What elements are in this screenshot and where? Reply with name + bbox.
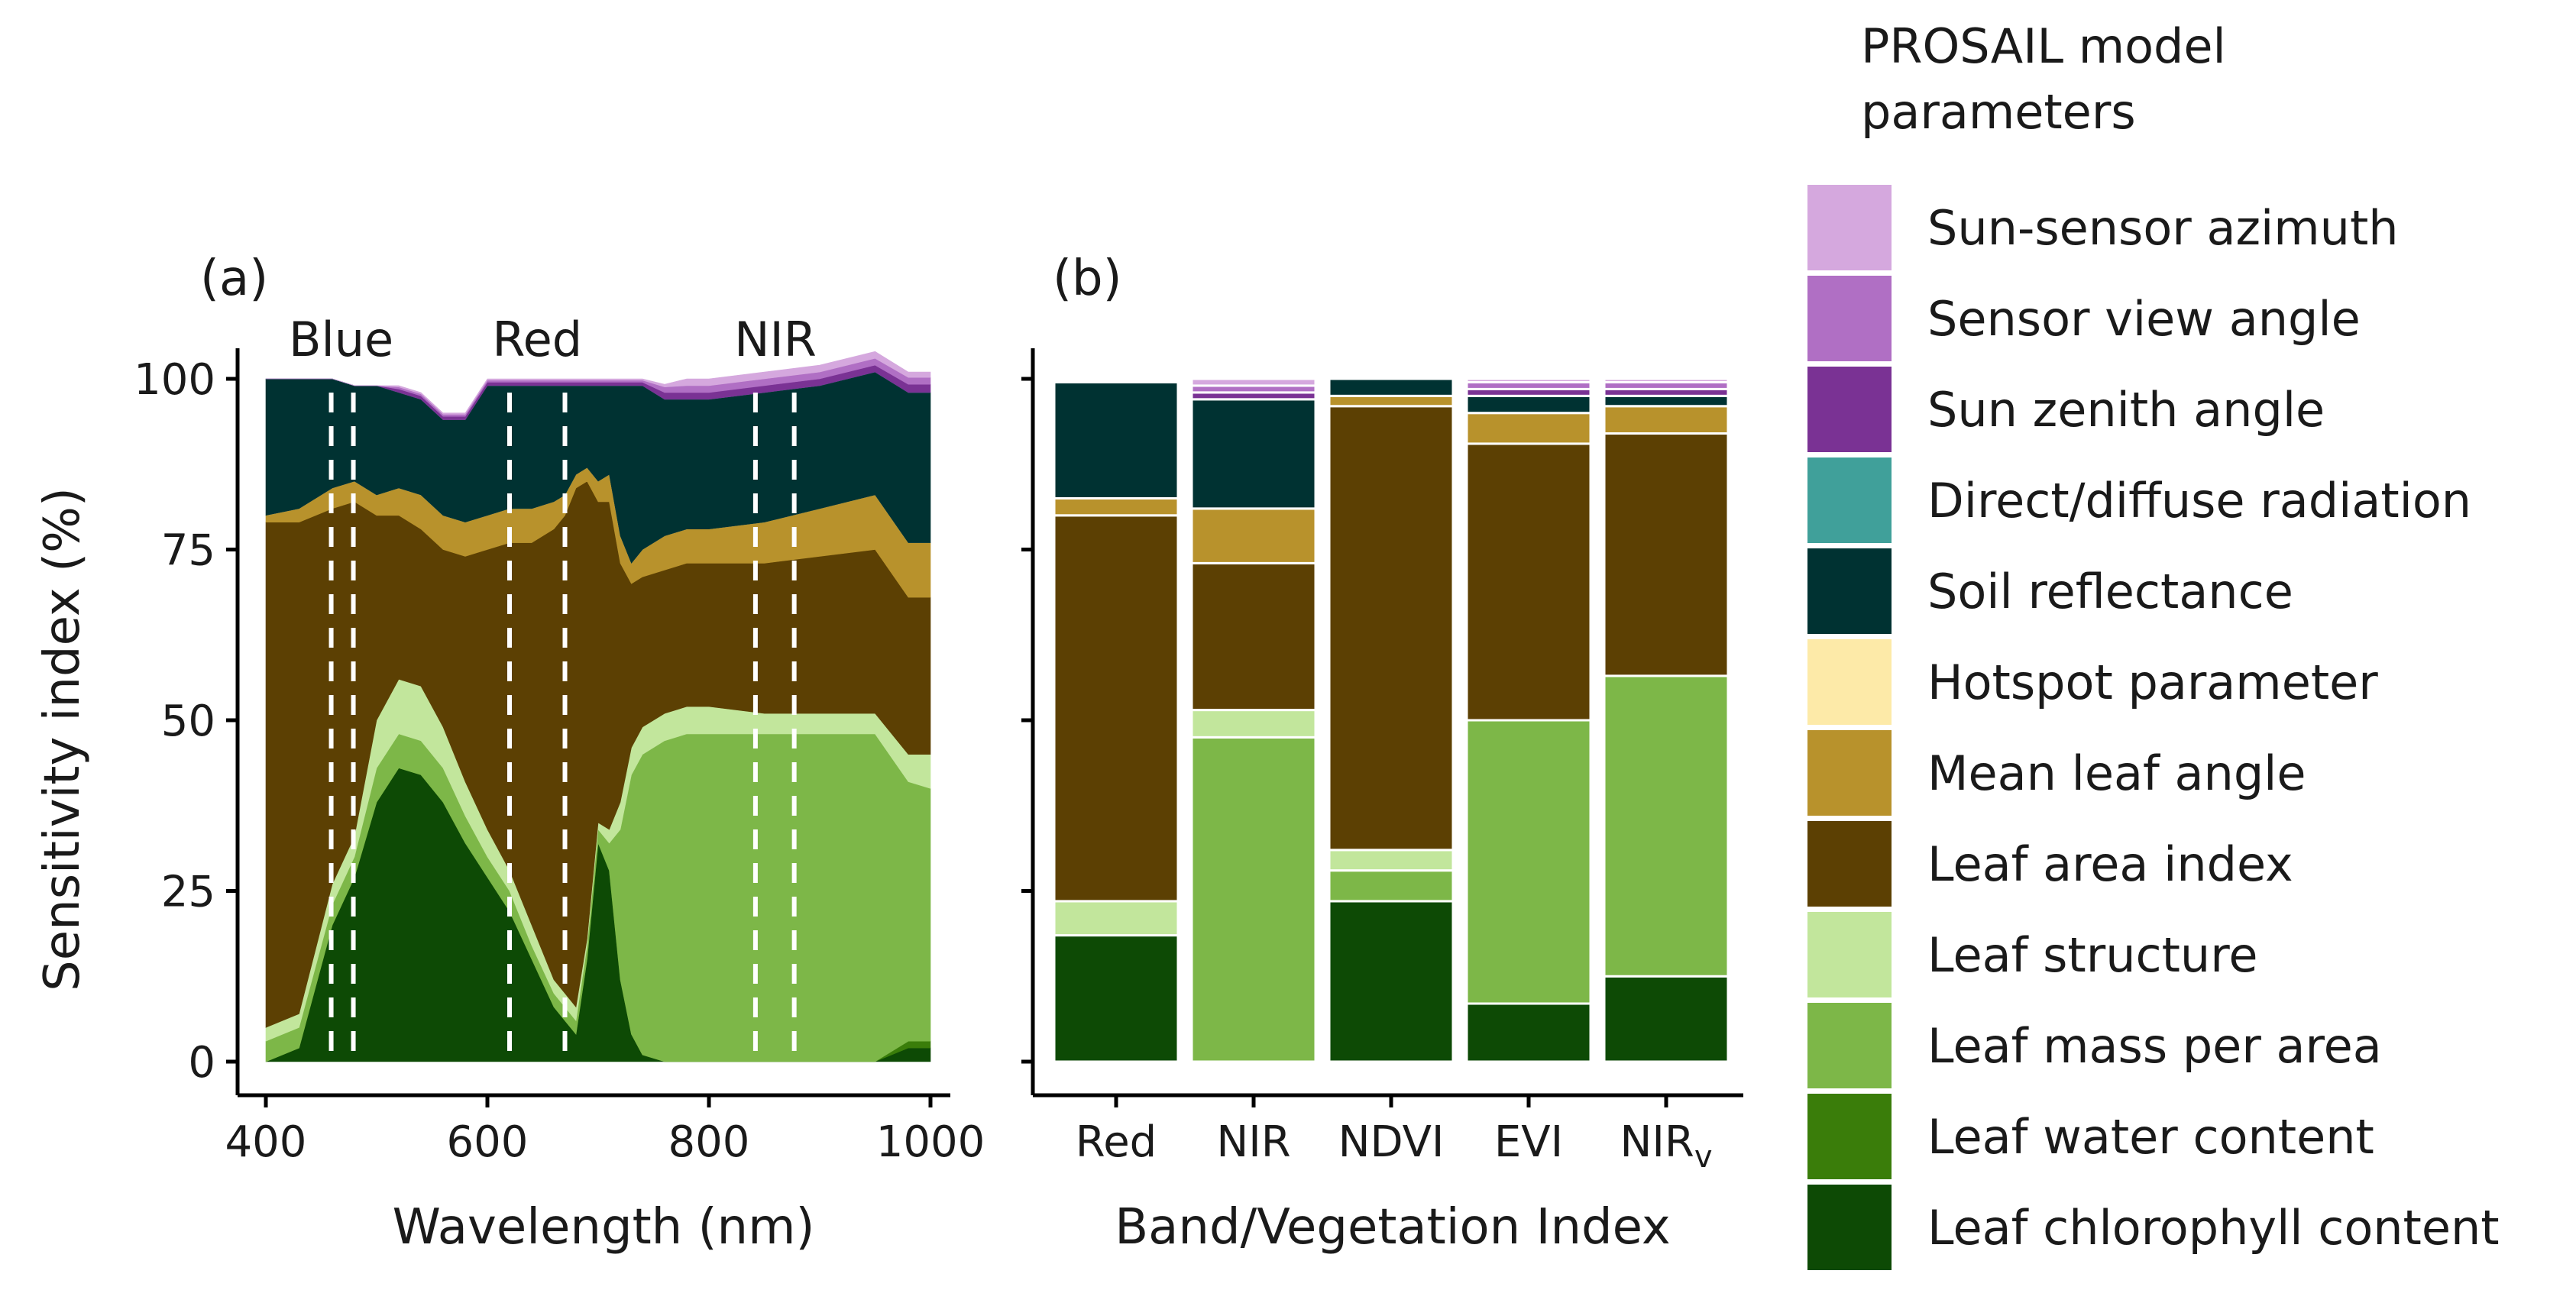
bar-segment-mean_leaf_angle: [1190, 507, 1317, 564]
bar-segment-leaf_chlorophyll_content: [1328, 900, 1455, 1063]
legend-label-mean_leaf_angle: Mean leaf angle: [1927, 745, 2306, 801]
bar-segment-leaf_area_index: [1328, 405, 1455, 852]
bar-segment-soil_reflectance: [1603, 394, 1730, 408]
panel-a-band-lines: [328, 393, 797, 1052]
bar-segment-mean_leaf_angle: [1053, 496, 1180, 517]
bar-segment-leaf_mass_per_area: [1603, 674, 1730, 978]
category-label: NDVI: [1338, 1117, 1445, 1167]
category-label: NIR: [1216, 1117, 1290, 1167]
bar-segment-soil_reflectance: [1190, 398, 1317, 510]
panel-b-x-axis-title: Band/Vegetation Index: [1115, 1199, 1671, 1256]
legend-swatch-leaf_mass_per_area: [1807, 1003, 1892, 1088]
bar-segment-sun_sensor_azimuth: [1603, 377, 1730, 383]
bar-segment-soil_reflectance: [1465, 394, 1592, 415]
legend-label-leaf_structure: Leaf structure: [1927, 927, 2258, 983]
bar-segment-leaf_structure: [1328, 849, 1455, 872]
legend-swatch-hotspot_parameter: [1807, 639, 1892, 725]
bar-segment-leaf_structure: [1190, 709, 1317, 739]
band-label-blue: Blue: [289, 312, 393, 367]
legend-swatch-sensor_view_angle: [1807, 276, 1892, 361]
legend-title-line1: PROSAIL model: [1861, 18, 2226, 74]
category-label: Red: [1076, 1117, 1157, 1167]
x-tick-label: 800: [668, 1117, 750, 1167]
panel-b-tag: (b): [1053, 251, 1122, 307]
y-axis-title: Sensitivity index (%): [34, 487, 91, 991]
bar-segment-sun_sensor_azimuth: [1190, 377, 1317, 387]
legend-label-leaf_chlorophyll_content: Leaf chlorophyll content: [1927, 1200, 2500, 1256]
legend-label-sun_sensor_azimuth: Sun-sensor azimuth: [1927, 200, 2399, 256]
bar-segment-leaf_mass_per_area: [1190, 736, 1317, 1063]
legend-swatch-soil_reflectance: [1807, 548, 1892, 634]
bar-segment-leaf_mass_per_area: [1328, 869, 1455, 903]
legend-label-sun_zenith_angle: Sun zenith angle: [1927, 382, 2325, 438]
category-label: EVI: [1494, 1117, 1563, 1167]
bar-segment-leaf_chlorophyll_content: [1465, 1002, 1592, 1063]
legend-swatch-sun_zenith_angle: [1807, 367, 1892, 452]
legend-label-hotspot_parameter: Hotspot parameter: [1927, 655, 2378, 710]
legend: PROSAIL model parameters Sun-sensor azim…: [1807, 18, 2500, 1270]
panel-b-stacked-bars: [1053, 377, 1730, 1063]
category-label: NIRv: [1620, 1117, 1713, 1175]
bar-segment-sun_sensor_azimuth: [1465, 377, 1592, 383]
legend-label-leaf_mass_per_area: Leaf mass per area: [1927, 1018, 2382, 1074]
bar-segment-leaf_area_index: [1053, 514, 1180, 903]
legend-label-direct_diffuse_radiation: Direct/diffuse radiation: [1927, 473, 2471, 529]
panel-a-band-labels: Blue Red NIR: [289, 312, 817, 367]
legend-swatch-leaf_area_index: [1807, 821, 1892, 907]
legend-label-soil_reflectance: Soil reflectance: [1927, 564, 2293, 619]
legend-title-line2: parameters: [1861, 84, 2136, 140]
panel-a-tag: (a): [200, 251, 268, 307]
legend-swatch-leaf_water_content: [1807, 1094, 1892, 1179]
bar-segment-leaf_mass_per_area: [1465, 719, 1592, 1005]
y-tick-label: 50: [161, 697, 215, 746]
bar-segment-leaf_structure: [1053, 900, 1180, 937]
legend-label-leaf_water_content: Leaf water content: [1927, 1109, 2374, 1165]
legend-swatch-mean_leaf_angle: [1807, 730, 1892, 816]
legend-items: Sun-sensor azimuth Sensor view angle Sun z…: [1807, 185, 2500, 1270]
band-label-red: Red: [492, 312, 582, 367]
bar-segment-leaf_area_index: [1465, 442, 1592, 722]
y-tick-label: 25: [161, 868, 215, 917]
panel-b: Red NIR NDVI EVI NIRv (b) Band/Vegetation In…: [1021, 251, 1743, 1256]
bar-segment-leaf_chlorophyll_content: [1603, 975, 1730, 1063]
y-tick-label: 0: [188, 1038, 215, 1088]
legend-label-sensor_view_angle: Sensor view angle: [1927, 291, 2361, 347]
panel-b-axes: Red NIR NDVI EVI NIRv: [1021, 348, 1743, 1175]
bar-segment-leaf_area_index: [1603, 432, 1730, 677]
panel-a-stacked-areas: [265, 351, 931, 1062]
panel-a: Blue Red NIR 0 25 50 75 100 400 600 800 1000 (a) W…: [34, 251, 985, 1256]
bar-segment-mean_leaf_angle: [1465, 412, 1592, 445]
legend-swatch-leaf_chlorophyll_content: [1807, 1185, 1892, 1270]
category-label-subscript: v: [1694, 1140, 1713, 1175]
bar-segment-leaf_area_index: [1190, 561, 1317, 712]
bar-segment-soil_reflectance: [1328, 377, 1455, 397]
legend-swatch-leaf_structure: [1807, 912, 1892, 997]
area-sun_sensor_azimuth: [266, 351, 931, 415]
panel-a-x-axis-title: Wavelength (nm): [393, 1199, 815, 1256]
x-tick-label: 1000: [876, 1117, 985, 1167]
bar-segment-mean_leaf_angle: [1328, 394, 1455, 408]
panel-a-axes: 0 25 50 75 100 400 600 800 1000: [134, 348, 985, 1167]
band-label-nir: NIR: [734, 312, 817, 367]
x-tick-label: 600: [447, 1117, 529, 1167]
legend-swatch-sun_sensor_azimuth: [1807, 185, 1892, 270]
y-tick-label: 100: [134, 355, 215, 405]
bar-segment-soil_reflectance: [1053, 380, 1180, 500]
y-tick-label: 75: [161, 526, 215, 576]
x-tick-label: 400: [225, 1117, 307, 1167]
legend-swatch-direct_diffuse_radiation: [1807, 457, 1892, 543]
legend-label-leaf_area_index: Leaf area index: [1927, 836, 2293, 892]
bar-segment-leaf_chlorophyll_content: [1053, 934, 1180, 1063]
bar-segment-mean_leaf_angle: [1603, 405, 1730, 435]
